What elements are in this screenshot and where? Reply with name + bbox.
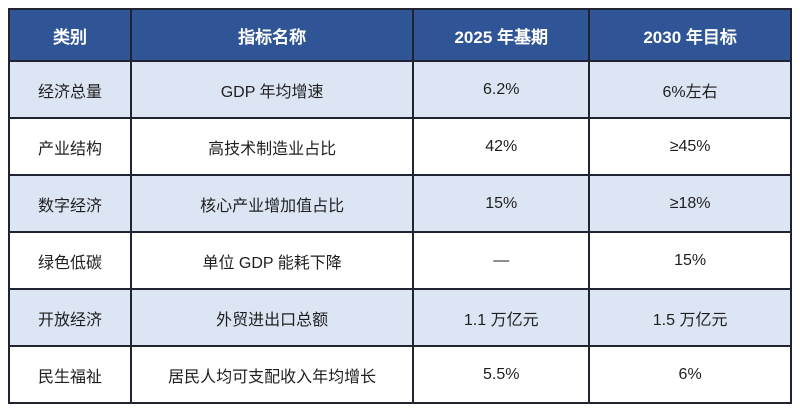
cell-category: 民生福祉 xyxy=(8,345,132,404)
header-cell-base-2025: 2025 年基期 xyxy=(412,8,591,62)
cell-category: 经济总量 xyxy=(8,60,132,119)
cell-target-2030: ≥45% xyxy=(588,117,792,176)
header-cell-target-2030: 2030 年目标 xyxy=(588,8,792,62)
cell-target-2030: ≥18% xyxy=(588,174,792,233)
table-row: 绿色低碳 单位 GDP 能耗下降 — 15% xyxy=(8,231,792,290)
header-cell-indicator: 指标名称 xyxy=(129,8,415,62)
cell-target-2030: 6% xyxy=(588,345,792,404)
cell-category: 开放经济 xyxy=(8,288,132,347)
table-header: 类别 指标名称 2025 年基期 2030 年目标 xyxy=(8,8,792,62)
cell-target-2030: 6%左右 xyxy=(588,60,792,119)
table-row: 经济总量 GDP 年均增速 6.2% 6%左右 xyxy=(8,60,792,119)
cell-indicator: GDP 年均增速 xyxy=(129,60,415,119)
cell-category: 绿色低碳 xyxy=(8,231,132,290)
cell-target-2030: 1.5 万亿元 xyxy=(588,288,792,347)
cell-target-2030: 15% xyxy=(588,231,792,290)
cell-indicator: 核心产业增加值占比 xyxy=(129,174,415,233)
table-row: 产业结构 高技术制造业占比 42% ≥45% xyxy=(8,117,792,176)
cell-base-2025: 6.2% xyxy=(412,60,591,119)
cell-base-2025: 1.1 万亿元 xyxy=(412,288,591,347)
cell-indicator: 单位 GDP 能耗下降 xyxy=(129,231,415,290)
table-row: 数字经济 核心产业增加值占比 15% ≥18% xyxy=(8,174,792,233)
table-row: 开放经济 外贸进出口总额 1.1 万亿元 1.5 万亿元 xyxy=(8,288,792,347)
cell-indicator: 居民人均可支配收入年均增长 xyxy=(129,345,415,404)
cell-base-2025: — xyxy=(412,231,591,290)
cell-category: 产业结构 xyxy=(8,117,132,176)
cell-indicator: 高技术制造业占比 xyxy=(129,117,415,176)
indicator-table: 类别 指标名称 2025 年基期 2030 年目标 经济总量 GDP 年均增速 … xyxy=(8,8,792,404)
table-body: 经济总量 GDP 年均增速 6.2% 6%左右 产业结构 高技术制造业占比 42… xyxy=(8,60,792,404)
cell-indicator: 外贸进出口总额 xyxy=(129,288,415,347)
cell-base-2025: 42% xyxy=(412,117,591,176)
cell-category: 数字经济 xyxy=(8,174,132,233)
cell-base-2025: 5.5% xyxy=(412,345,591,404)
header-cell-category: 类别 xyxy=(8,8,132,62)
cell-base-2025: 15% xyxy=(412,174,591,233)
header-row: 类别 指标名称 2025 年基期 2030 年目标 xyxy=(8,8,792,62)
table-row: 民生福祉 居民人均可支配收入年均增长 5.5% 6% xyxy=(8,345,792,404)
